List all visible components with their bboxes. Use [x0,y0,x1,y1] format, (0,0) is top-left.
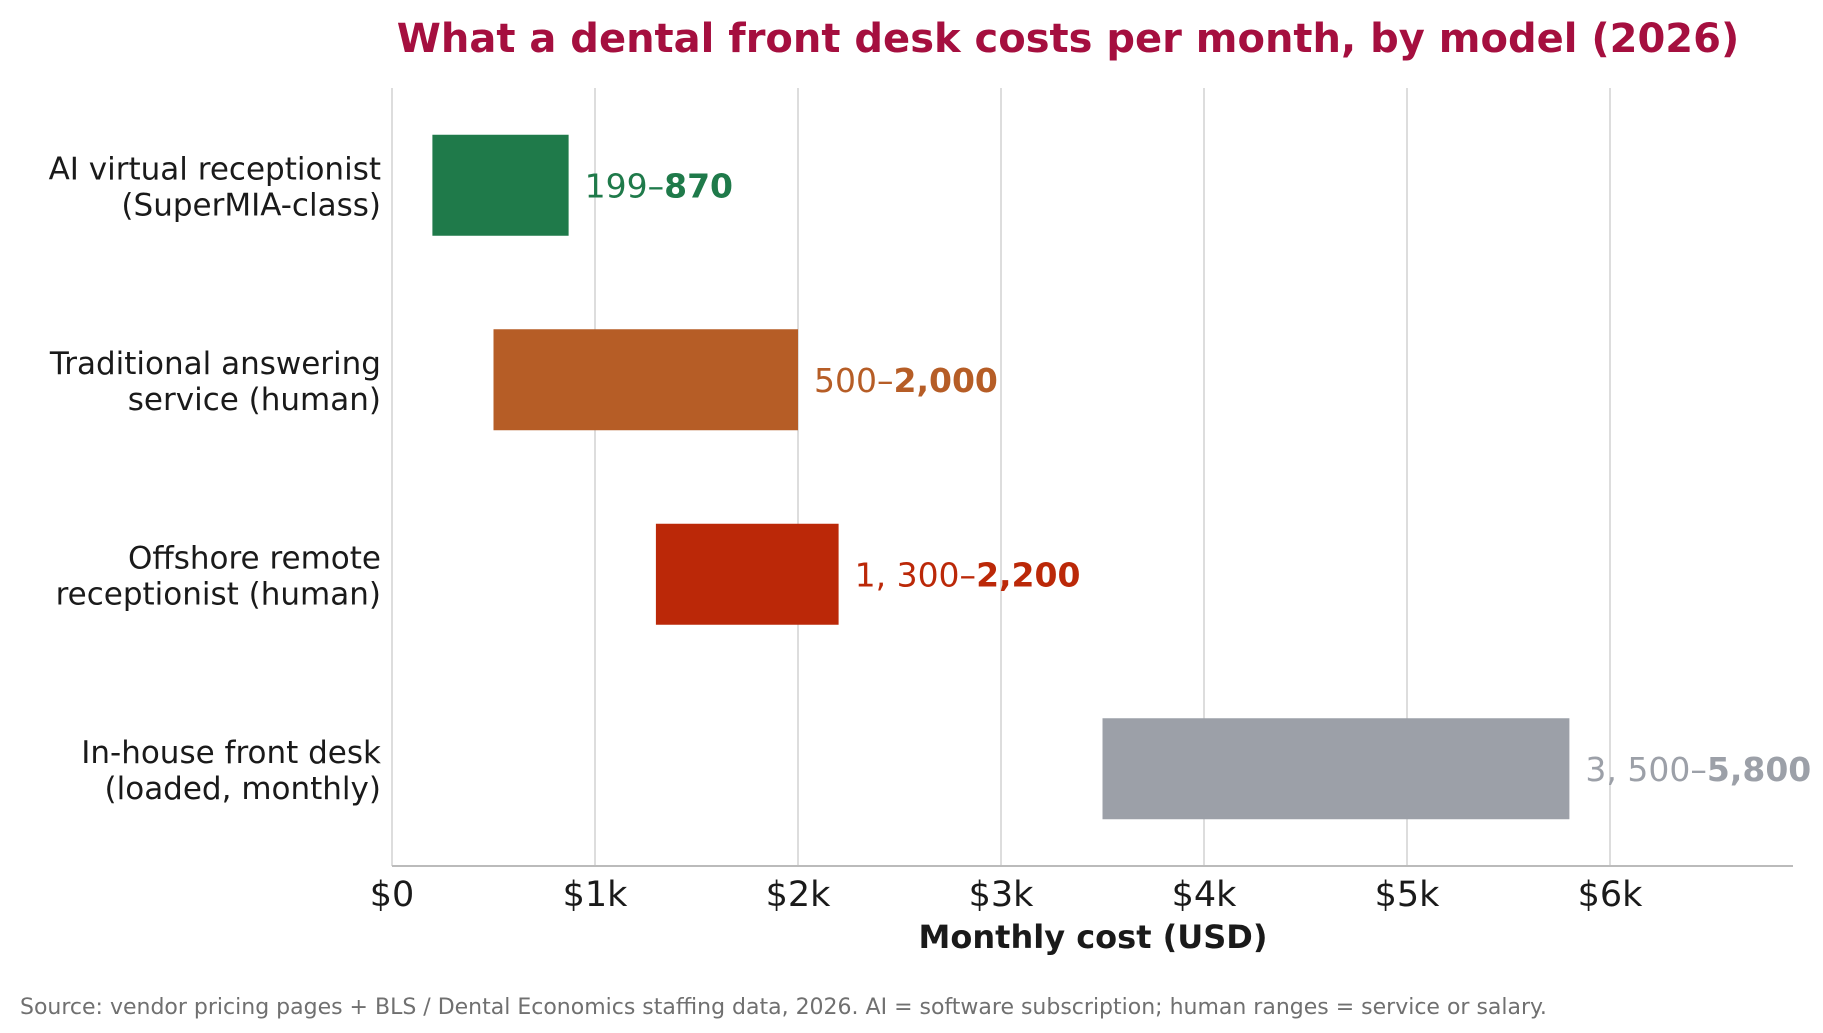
range-high-label: 2,000 [894,361,998,400]
category-label-line1: Offshore remote [128,540,381,576]
x-tick-labels: $0 $1k $2k $3k $4k $5k $6k [370,875,1643,915]
range-low-label: 199– [585,166,665,205]
range-bar [432,134,569,236]
chart-title: What a dental front desk costs per month… [397,16,1739,62]
category-label-line2: service (human) [128,382,381,418]
x-tick-label: $5k [1375,875,1441,915]
x-tick-label: $6k [1578,875,1644,915]
bars [432,134,1570,820]
range-value-label: 199–870 [585,166,733,205]
range-bar [493,329,798,431]
x-tick-label: $2k [766,875,832,915]
x-tick-label: $4k [1172,875,1238,915]
source-note: Source: vendor pricing pages + BLS / Den… [20,995,1547,1020]
category-label-line1: AI virtual receptionist [49,151,381,187]
range-high-label: 2,200 [976,555,1080,594]
range-high-label: 5,800 [1707,750,1811,789]
category-label-line2: (SuperMIA-class) [121,187,381,223]
range-bar [1102,718,1570,820]
category-label-line1: Traditional answering [49,346,381,382]
bar-labels: 199–870 500–2,000 1, 300–2,200 3, 500–5,800 [585,166,1812,789]
category-label-line1: In-house front desk [81,735,381,771]
range-value-label: 3, 500–5,800 [1585,750,1811,789]
grid-lines [391,88,1611,866]
x-tick-label: $0 [370,875,415,915]
range-value-label: 1, 300–2,200 [855,555,1081,594]
category-label-line2: receptionist (human) [56,576,381,612]
category-labels: AI virtual receptionist(SuperMIA-class) T… [49,151,381,807]
range-high-label: 870 [664,166,733,205]
x-tick-label: $1k [563,875,629,915]
range-value-label: 500–2,000 [814,361,998,400]
range-low-label: 1, 300– [855,555,976,594]
category-label-line2: (loaded, monthly) [105,771,381,807]
range-low-label: 3, 500– [1585,750,1706,789]
range-bar [655,523,839,625]
range-low-label: 500– [814,361,894,400]
x-axis-label: Monthly cost (USD) [919,918,1268,956]
x-tick-label: $3k [969,875,1035,915]
